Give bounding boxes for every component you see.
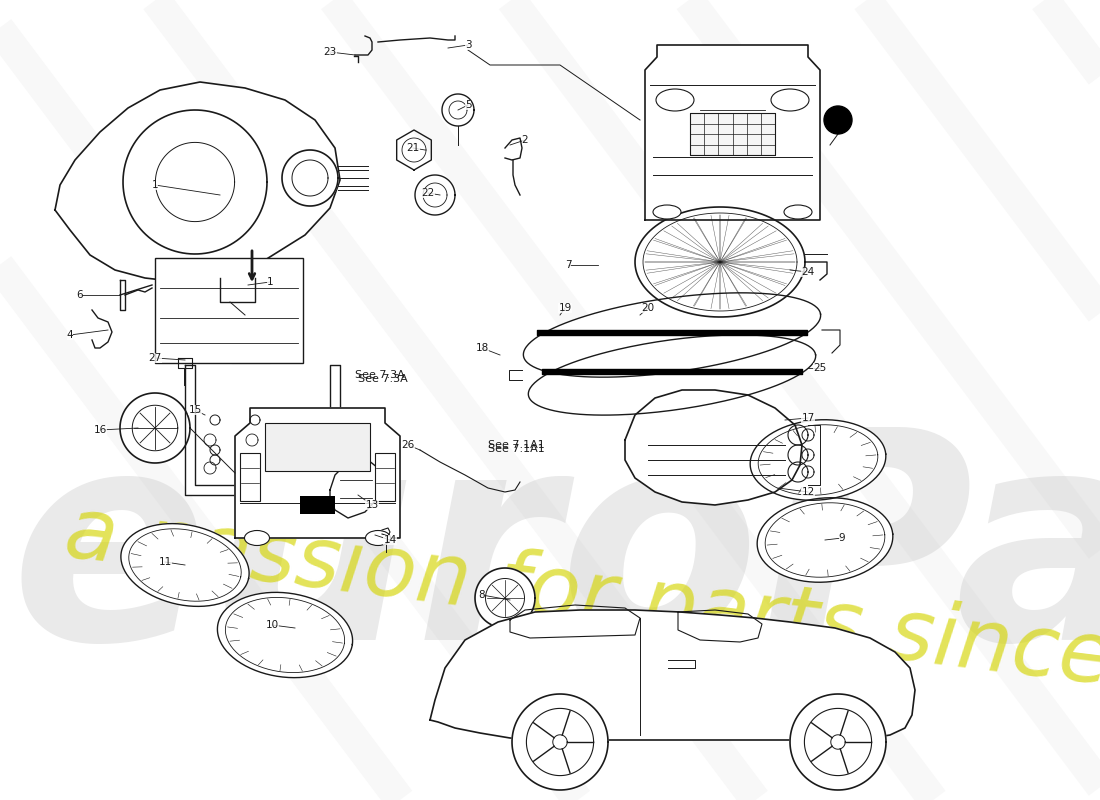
Polygon shape <box>750 420 886 500</box>
Text: 4: 4 <box>67 330 74 340</box>
Ellipse shape <box>653 205 681 219</box>
Bar <box>690 113 776 155</box>
Text: 19: 19 <box>559 303 572 313</box>
Text: a passion for parts since 1985: a passion for parts since 1985 <box>60 492 1100 733</box>
Text: See 7.1A1: See 7.1A1 <box>488 440 544 450</box>
Ellipse shape <box>771 89 808 111</box>
Bar <box>300 496 336 514</box>
Text: 27: 27 <box>148 353 162 363</box>
Polygon shape <box>430 610 915 740</box>
Polygon shape <box>625 390 802 505</box>
Text: 20: 20 <box>641 303 654 313</box>
Text: 23: 23 <box>323 47 337 57</box>
Text: 8: 8 <box>478 590 485 600</box>
Text: 9: 9 <box>838 533 845 543</box>
Bar <box>375 453 395 501</box>
Text: See 7.3A: See 7.3A <box>358 374 408 384</box>
Text: 13: 13 <box>365 500 378 510</box>
Polygon shape <box>123 110 267 254</box>
Text: 2: 2 <box>521 135 528 145</box>
Circle shape <box>824 106 852 134</box>
Polygon shape <box>524 293 821 377</box>
Bar <box>240 453 260 501</box>
Polygon shape <box>512 694 608 790</box>
Text: 26: 26 <box>402 440 415 450</box>
Polygon shape <box>185 365 340 495</box>
Text: 18: 18 <box>475 343 488 353</box>
Ellipse shape <box>365 530 390 546</box>
Polygon shape <box>757 498 893 582</box>
Ellipse shape <box>656 89 694 111</box>
Polygon shape <box>55 82 340 282</box>
Text: 10: 10 <box>265 620 278 630</box>
Polygon shape <box>235 408 400 538</box>
Polygon shape <box>645 45 820 220</box>
Text: 1: 1 <box>266 277 273 287</box>
Text: 5: 5 <box>464 100 471 110</box>
Polygon shape <box>790 694 886 790</box>
Polygon shape <box>330 460 382 518</box>
Text: 12: 12 <box>802 487 815 497</box>
Text: 15: 15 <box>188 405 201 415</box>
Text: See 7.1A1: See 7.1A1 <box>488 444 544 454</box>
Text: 25: 25 <box>813 363 826 373</box>
Text: 17: 17 <box>802 413 815 423</box>
Bar <box>155 258 302 363</box>
Text: 21: 21 <box>406 143 419 153</box>
Text: 16: 16 <box>94 425 107 435</box>
Polygon shape <box>282 150 338 206</box>
Text: 11: 11 <box>158 557 172 567</box>
Text: 14: 14 <box>384 535 397 545</box>
Text: 6: 6 <box>77 290 84 300</box>
Text: 22: 22 <box>421 188 434 198</box>
Polygon shape <box>475 568 535 628</box>
Polygon shape <box>218 592 353 678</box>
Text: 3: 3 <box>464 40 471 50</box>
Text: euroParts: euroParts <box>10 418 1100 702</box>
Text: 7: 7 <box>564 260 571 270</box>
Text: 24: 24 <box>802 267 815 277</box>
Ellipse shape <box>244 530 270 546</box>
Bar <box>265 423 370 471</box>
Polygon shape <box>635 207 805 317</box>
Text: See 7.3A: See 7.3A <box>355 370 405 380</box>
Polygon shape <box>121 524 249 606</box>
Polygon shape <box>120 393 190 463</box>
Ellipse shape <box>784 205 812 219</box>
Polygon shape <box>528 335 816 415</box>
Text: 1: 1 <box>152 180 158 190</box>
